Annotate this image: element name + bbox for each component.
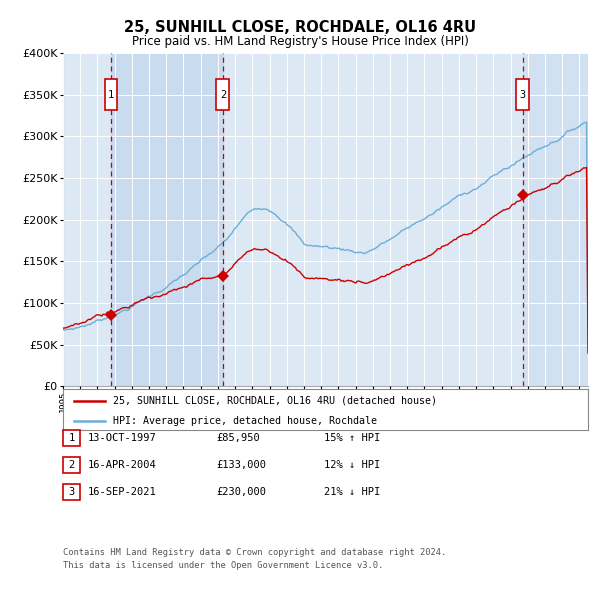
Text: 15% ↑ HPI: 15% ↑ HPI bbox=[324, 433, 380, 442]
Text: £230,000: £230,000 bbox=[216, 487, 266, 497]
Text: 16-SEP-2021: 16-SEP-2021 bbox=[88, 487, 157, 497]
Text: 25, SUNHILL CLOSE, ROCHDALE, OL16 4RU (detached house): 25, SUNHILL CLOSE, ROCHDALE, OL16 4RU (d… bbox=[113, 396, 437, 406]
Text: 2: 2 bbox=[68, 460, 74, 470]
Text: 16-APR-2004: 16-APR-2004 bbox=[88, 460, 157, 470]
Bar bbox=[217, 79, 229, 110]
Bar bbox=[523, 53, 588, 386]
Text: 1: 1 bbox=[68, 433, 74, 442]
Text: 25, SUNHILL CLOSE, ROCHDALE, OL16 4RU: 25, SUNHILL CLOSE, ROCHDALE, OL16 4RU bbox=[124, 20, 476, 35]
Bar bbox=[517, 79, 529, 110]
Text: 13-OCT-1997: 13-OCT-1997 bbox=[88, 433, 157, 442]
Bar bbox=[111, 53, 223, 386]
Text: 2: 2 bbox=[220, 90, 226, 100]
Text: £85,950: £85,950 bbox=[216, 433, 260, 442]
Text: This data is licensed under the Open Government Licence v3.0.: This data is licensed under the Open Gov… bbox=[63, 560, 383, 569]
Text: 1: 1 bbox=[108, 90, 114, 100]
Text: 3: 3 bbox=[68, 487, 74, 497]
Text: 12% ↓ HPI: 12% ↓ HPI bbox=[324, 460, 380, 470]
Text: HPI: Average price, detached house, Rochdale: HPI: Average price, detached house, Roch… bbox=[113, 416, 377, 426]
Bar bbox=[104, 79, 118, 110]
Text: Contains HM Land Registry data © Crown copyright and database right 2024.: Contains HM Land Registry data © Crown c… bbox=[63, 548, 446, 556]
Text: £133,000: £133,000 bbox=[216, 460, 266, 470]
Text: 21% ↓ HPI: 21% ↓ HPI bbox=[324, 487, 380, 497]
Text: 3: 3 bbox=[520, 90, 526, 100]
Text: Price paid vs. HM Land Registry's House Price Index (HPI): Price paid vs. HM Land Registry's House … bbox=[131, 35, 469, 48]
